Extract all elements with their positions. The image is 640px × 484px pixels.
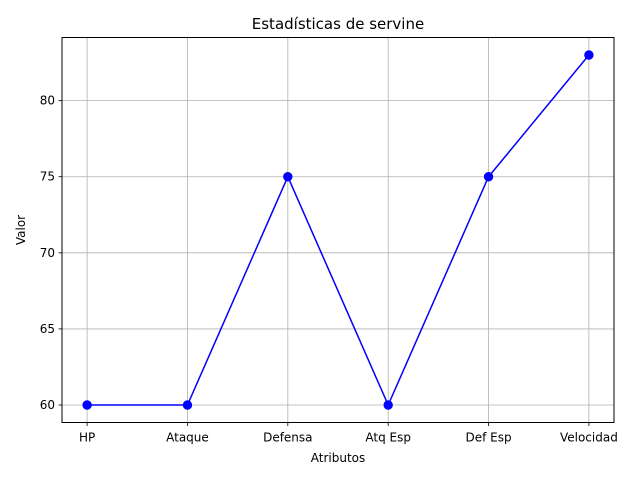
- chart-title: Estadísticas de servine: [252, 15, 424, 33]
- y-axis-ticks: 60 65 70 75 80: [40, 94, 62, 412]
- x-tick-label: HP: [79, 431, 95, 445]
- data-point: [383, 400, 393, 410]
- data-point: [182, 400, 193, 410]
- y-tick-label: 60: [40, 398, 55, 412]
- data-point: [483, 172, 494, 182]
- data-point: [584, 50, 594, 60]
- y-tick-label: 70: [40, 246, 55, 260]
- data-point: [283, 172, 293, 182]
- x-tick-label: Velocidad: [560, 431, 618, 445]
- x-tick-label: Atq Esp: [365, 431, 411, 445]
- x-axis-label: Atributos: [311, 451, 366, 465]
- x-tick-label: Ataque: [166, 431, 209, 445]
- y-tick-label: 65: [40, 322, 55, 336]
- plot-frame: [61, 37, 615, 423]
- y-tick-label: 80: [40, 94, 55, 108]
- series-line: [87, 54, 590, 406]
- data-point: [82, 400, 92, 410]
- y-axis-label: Valor: [14, 215, 28, 245]
- x-tick-label: Def Esp: [465, 431, 511, 445]
- series-layer: [82, 50, 594, 410]
- x-axis-ticks: HP Ataque Defensa Atq Esp Def Esp Velocidad: [79, 422, 618, 445]
- x-tick-label: Defensa: [263, 431, 312, 445]
- y-tick-label: 75: [40, 170, 55, 184]
